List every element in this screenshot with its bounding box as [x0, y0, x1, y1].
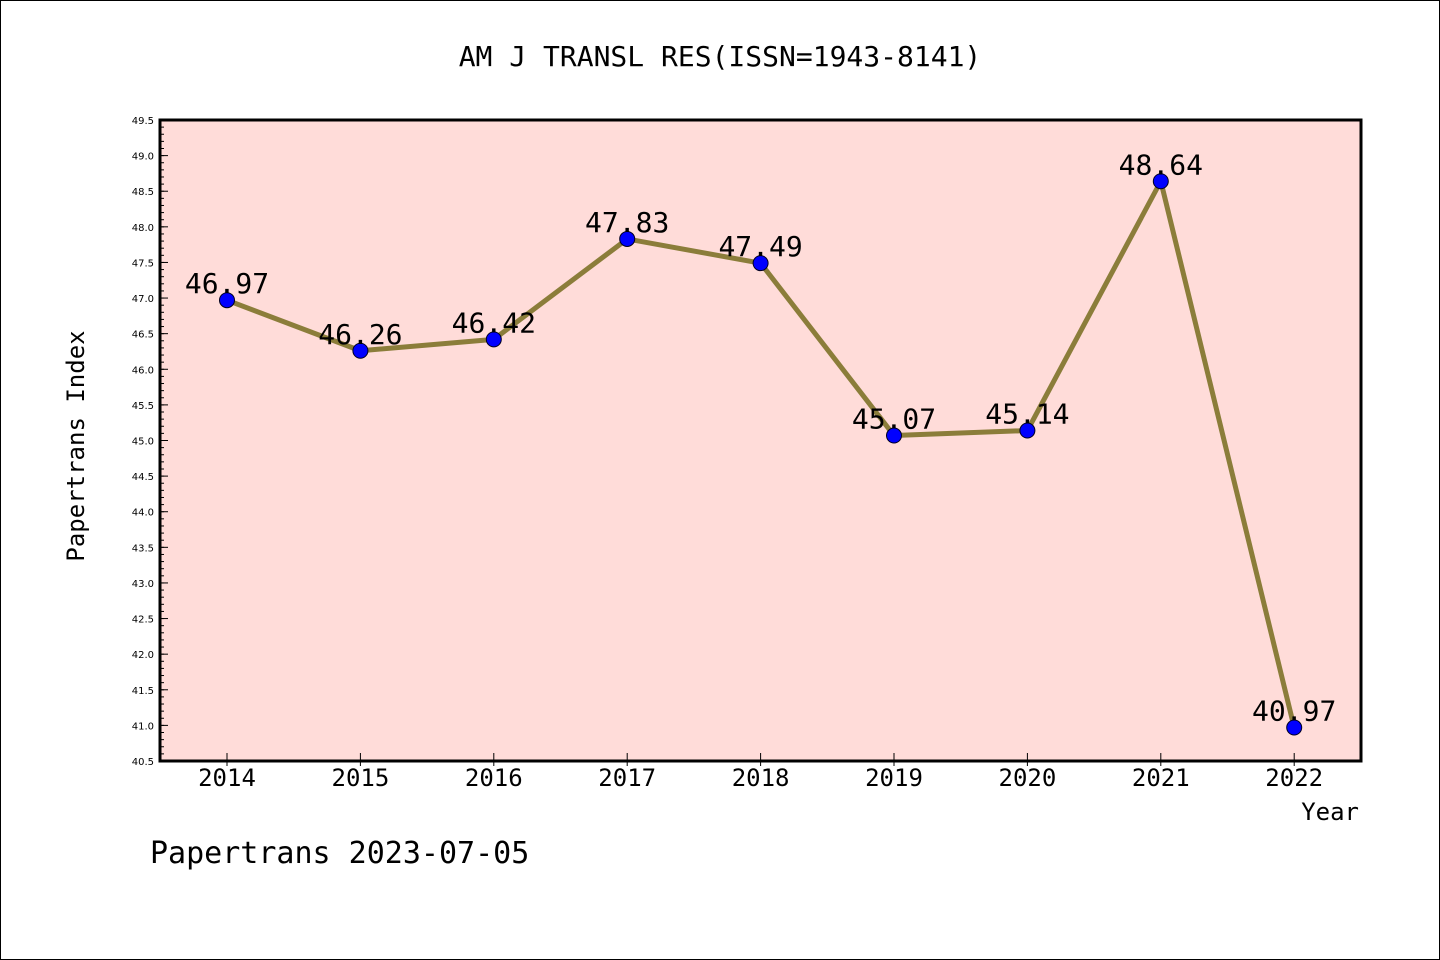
data-label: 40.97 [1252, 695, 1336, 728]
x-tick-label: 2022 [1265, 764, 1323, 792]
y-tick-label: 47.0 [132, 294, 154, 305]
data-point [1152, 173, 1169, 190]
y-tick-label: 45.5 [132, 401, 154, 412]
data-point [752, 255, 769, 272]
y-tick-label: 44.0 [132, 508, 154, 519]
y-tick-label: 49.5 [132, 116, 154, 127]
data-label: 47.49 [718, 230, 802, 263]
y-tick-label: 46.0 [132, 365, 154, 376]
x-tick-label: 2018 [732, 764, 790, 792]
y-tick-label: 42.0 [132, 650, 154, 661]
data-point [619, 230, 636, 247]
y-tick-label: 46.5 [132, 330, 154, 341]
x-tick-label: 2015 [332, 764, 390, 792]
x-tick-label: 2021 [1132, 764, 1190, 792]
y-axis-ticks: 40.5 41.0 41.5 42.0 42.5 43.0 43.5 44.0 44.5 45.0… [132, 116, 168, 768]
y-tick-label: 48.0 [132, 223, 154, 234]
data-point [485, 331, 502, 348]
x-axis-label: Year [1301, 798, 1359, 826]
data-point [219, 292, 235, 309]
x-tick-label: 2014 [198, 764, 256, 792]
y-tick-label: 47.5 [132, 258, 154, 269]
x-axis-ticks: 2014 2015 2016 2017 2018 2019 2020 2021 2022 [198, 753, 1323, 792]
y-tick-label: 48.5 [132, 187, 154, 198]
data-labels-group: 46.97 46.26 46.42 47.83 47.49 45.07 45.14 48.64… [185, 148, 1336, 727]
x-tick-label: 2020 [999, 764, 1057, 792]
data-label: 47.83 [585, 206, 669, 239]
data-label: 46.26 [318, 318, 402, 351]
y-tick-label: 43.0 [132, 579, 154, 590]
x-tick-label: 2016 [465, 764, 523, 792]
y-tick-label: 43.5 [132, 543, 154, 554]
data-point [1019, 422, 1036, 439]
data-label: 48.64 [1119, 148, 1203, 181]
data-point [1286, 719, 1303, 736]
x-tick-label: 2017 [598, 764, 656, 792]
data-label: 45.14 [985, 398, 1069, 431]
series-line-group [219, 173, 1303, 736]
data-label: 46.97 [185, 267, 269, 300]
data-label: 45.07 [852, 403, 936, 436]
y-tick-label: 40.5 [132, 757, 154, 768]
data-point [352, 342, 369, 359]
plot-area [158, 118, 1363, 763]
chart-title: AM J TRANSL RES(ISSN=1943-8141) [459, 40, 982, 73]
data-label: 46.42 [452, 306, 536, 339]
y-tick-label: 42.5 [132, 615, 154, 626]
y-tick-label: 49.0 [132, 152, 154, 163]
data-point [886, 427, 902, 444]
y-tick-label: 41.5 [132, 686, 154, 697]
y-tick-label: 44.5 [132, 472, 154, 483]
y-tick-label: 45.0 [132, 437, 154, 448]
x-tick-label: 2019 [865, 764, 923, 792]
watermark: Papertrans 2023-07-05 [150, 836, 529, 871]
y-axis-label: Papertrans Index [62, 330, 90, 561]
y-tick-label: 41.0 [132, 721, 154, 732]
